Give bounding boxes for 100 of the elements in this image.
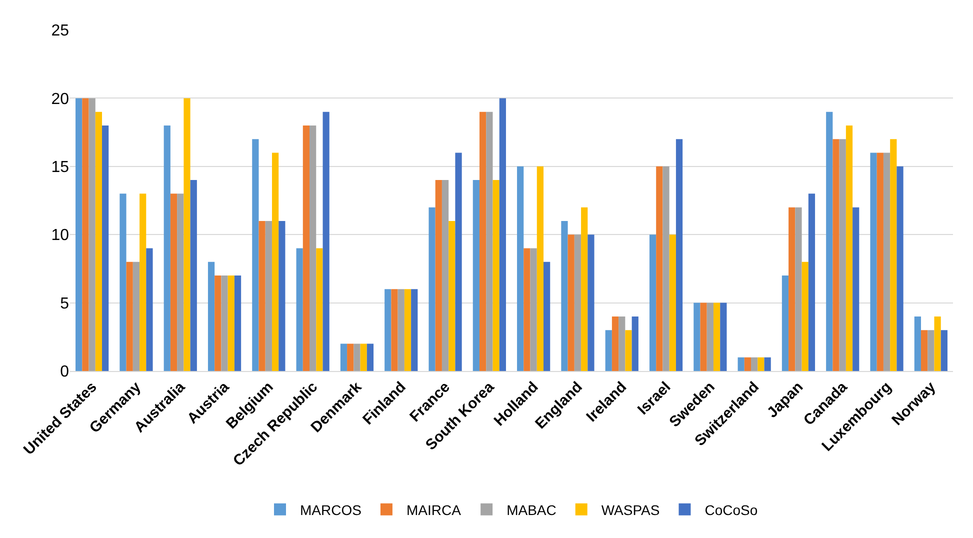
bar	[517, 166, 524, 371]
bar	[234, 276, 242, 371]
bar	[88, 98, 96, 371]
y-tick-label: 0	[60, 364, 70, 381]
bar	[455, 152, 462, 371]
legend-label: MARCOS	[300, 502, 362, 518]
bar	[870, 152, 877, 371]
bar	[95, 112, 102, 371]
bar	[184, 98, 190, 371]
legend-label: CoCoSo	[704, 502, 758, 518]
bar	[530, 248, 537, 371]
bar	[126, 262, 133, 371]
bar	[832, 139, 840, 371]
bar	[876, 152, 884, 371]
bar	[347, 344, 354, 371]
bar	[795, 207, 802, 371]
bar	[170, 194, 178, 371]
bar	[258, 220, 266, 371]
bar	[852, 207, 860, 371]
y-tick-label: 20	[51, 90, 70, 108]
bar	[278, 220, 286, 371]
bar	[561, 220, 568, 371]
bar	[499, 98, 506, 371]
bar	[751, 357, 758, 371]
bar	[934, 316, 941, 371]
bar	[605, 330, 612, 371]
y-tick-label: 10	[51, 227, 70, 244]
bar	[322, 112, 330, 371]
bar	[252, 139, 259, 371]
bar	[656, 166, 663, 371]
bar	[782, 276, 789, 371]
bar	[404, 289, 412, 371]
bar	[310, 125, 316, 371]
bar	[221, 276, 228, 371]
bar	[524, 248, 530, 371]
y-tick-label: 25	[51, 22, 70, 40]
bar	[706, 302, 714, 371]
bar	[435, 180, 442, 371]
bar	[82, 98, 89, 371]
bar	[694, 302, 700, 371]
y-tick-label: 5	[60, 295, 70, 312]
y-tick-label: 15	[51, 159, 70, 176]
bar	[914, 316, 921, 371]
bar	[164, 125, 170, 371]
bar	[411, 289, 418, 371]
bar	[940, 330, 948, 371]
bar	[296, 248, 303, 371]
bar	[177, 194, 184, 371]
bar	[846, 125, 853, 371]
bar	[713, 302, 720, 371]
bar	[265, 220, 272, 371]
bar	[649, 234, 656, 371]
legend-label: MAIRCA	[406, 502, 462, 518]
bar	[302, 125, 310, 371]
bar	[669, 234, 676, 371]
bar	[890, 139, 897, 371]
bar	[442, 180, 449, 371]
bar	[788, 207, 796, 371]
bar	[140, 194, 146, 371]
bar	[612, 316, 619, 371]
bar	[700, 302, 707, 371]
legend-label: MABAC	[506, 502, 556, 518]
bar	[360, 344, 367, 371]
bar	[102, 125, 109, 371]
bar	[802, 262, 808, 371]
bar	[896, 166, 904, 371]
bar	[428, 207, 436, 371]
bar	[208, 262, 215, 371]
bar	[662, 166, 670, 371]
bar	[588, 234, 594, 371]
bar	[632, 316, 638, 371]
bar	[720, 302, 727, 371]
bar	[883, 152, 890, 371]
bar	[384, 289, 392, 371]
bar	[190, 180, 197, 371]
bar	[574, 234, 582, 371]
bar	[472, 180, 480, 371]
bar	[120, 194, 126, 371]
bar	[448, 220, 456, 371]
bar	[536, 166, 544, 371]
bar	[479, 112, 486, 371]
bar	[928, 330, 934, 371]
bar	[76, 98, 82, 371]
legend-label: WASPAS	[601, 502, 660, 518]
bar	[272, 152, 279, 371]
bar	[758, 357, 764, 371]
bar	[316, 248, 323, 371]
bar	[486, 112, 493, 371]
bar	[764, 357, 771, 371]
bar	[340, 344, 348, 371]
bar	[366, 344, 374, 371]
bar	[581, 207, 588, 371]
bar	[132, 262, 140, 371]
bar	[146, 248, 153, 371]
bar	[826, 112, 833, 371]
bar	[618, 316, 626, 371]
bar	[676, 139, 683, 371]
bar	[920, 330, 928, 371]
bar	[544, 262, 550, 371]
bar	[738, 357, 744, 371]
